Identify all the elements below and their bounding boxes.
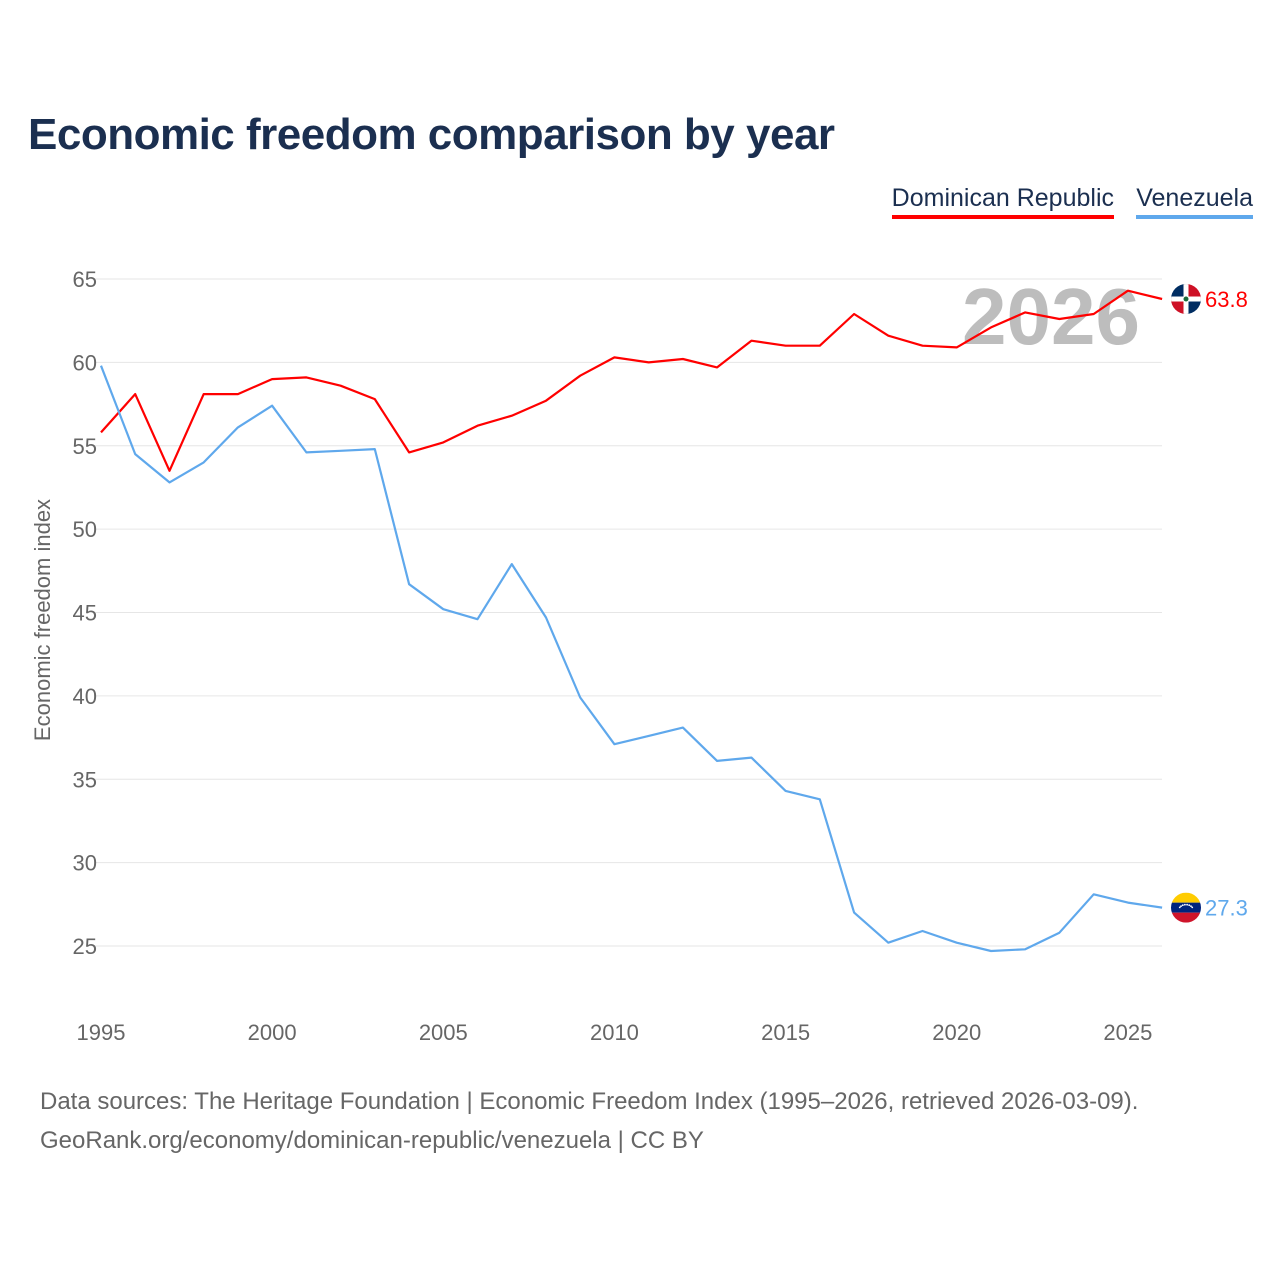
flag-star: [1181, 904, 1184, 907]
y-axis-title: Economic freedom index: [30, 499, 55, 741]
end-value-label-dominican-republic: 63.8: [1205, 287, 1248, 312]
flag-part: [1183, 296, 1189, 302]
series-line-dominican-republic: [100, 289, 1163, 472]
flag-star: [1191, 906, 1194, 909]
end-value-label-venezuela: 27.3: [1205, 896, 1248, 921]
flag-star: [1184, 903, 1186, 906]
footer-link[interactable]: GeoRank.org/economy/dominican-republic/v…: [40, 1127, 704, 1154]
y-tick-label: 40: [73, 684, 97, 709]
flag-star: [1178, 906, 1181, 909]
flag-part: [1171, 892, 1201, 903]
y-tick-label: 35: [73, 767, 97, 792]
flag-part: [1171, 902, 1201, 913]
y-tick-label: 30: [73, 851, 97, 876]
legend-dominican-republic[interactable]: Dominican Republic: [891, 184, 1114, 219]
x-tick-label: 2025: [1103, 1020, 1152, 1045]
x-tick-label: 2010: [590, 1020, 639, 1045]
y-tick-label: 50: [73, 517, 97, 542]
series-line-venezuela: [99, 365, 1163, 953]
flag-star: [1180, 905, 1182, 908]
y-tick-label: 60: [73, 350, 97, 375]
flag-star: [1188, 904, 1191, 907]
y-tick-label: 55: [73, 434, 97, 459]
chart-title: Economic freedom comparison by year: [28, 110, 835, 159]
footer-sources: Data sources: The Heritage Foundation | …: [40, 1088, 1139, 1115]
flag-dominican-republic-icon: [1171, 284, 1201, 315]
y-tick-label: 45: [73, 601, 97, 626]
x-tick-label: 2015: [761, 1020, 810, 1045]
flag-star: [1186, 903, 1188, 906]
flag-venezuela-icon: [1171, 892, 1201, 923]
x-tick-label: 2000: [248, 1020, 297, 1045]
y-tick-label: 25: [73, 934, 97, 959]
flag-part: [1171, 912, 1201, 923]
y-tick-label: 65: [73, 267, 97, 292]
flag-star: [1190, 905, 1192, 908]
x-tick-label: 2005: [419, 1020, 468, 1045]
x-tick-label: 2020: [932, 1020, 981, 1045]
legend-venezuela[interactable]: Venezuela: [1136, 184, 1253, 219]
x-tick-label: 1995: [77, 1020, 126, 1045]
